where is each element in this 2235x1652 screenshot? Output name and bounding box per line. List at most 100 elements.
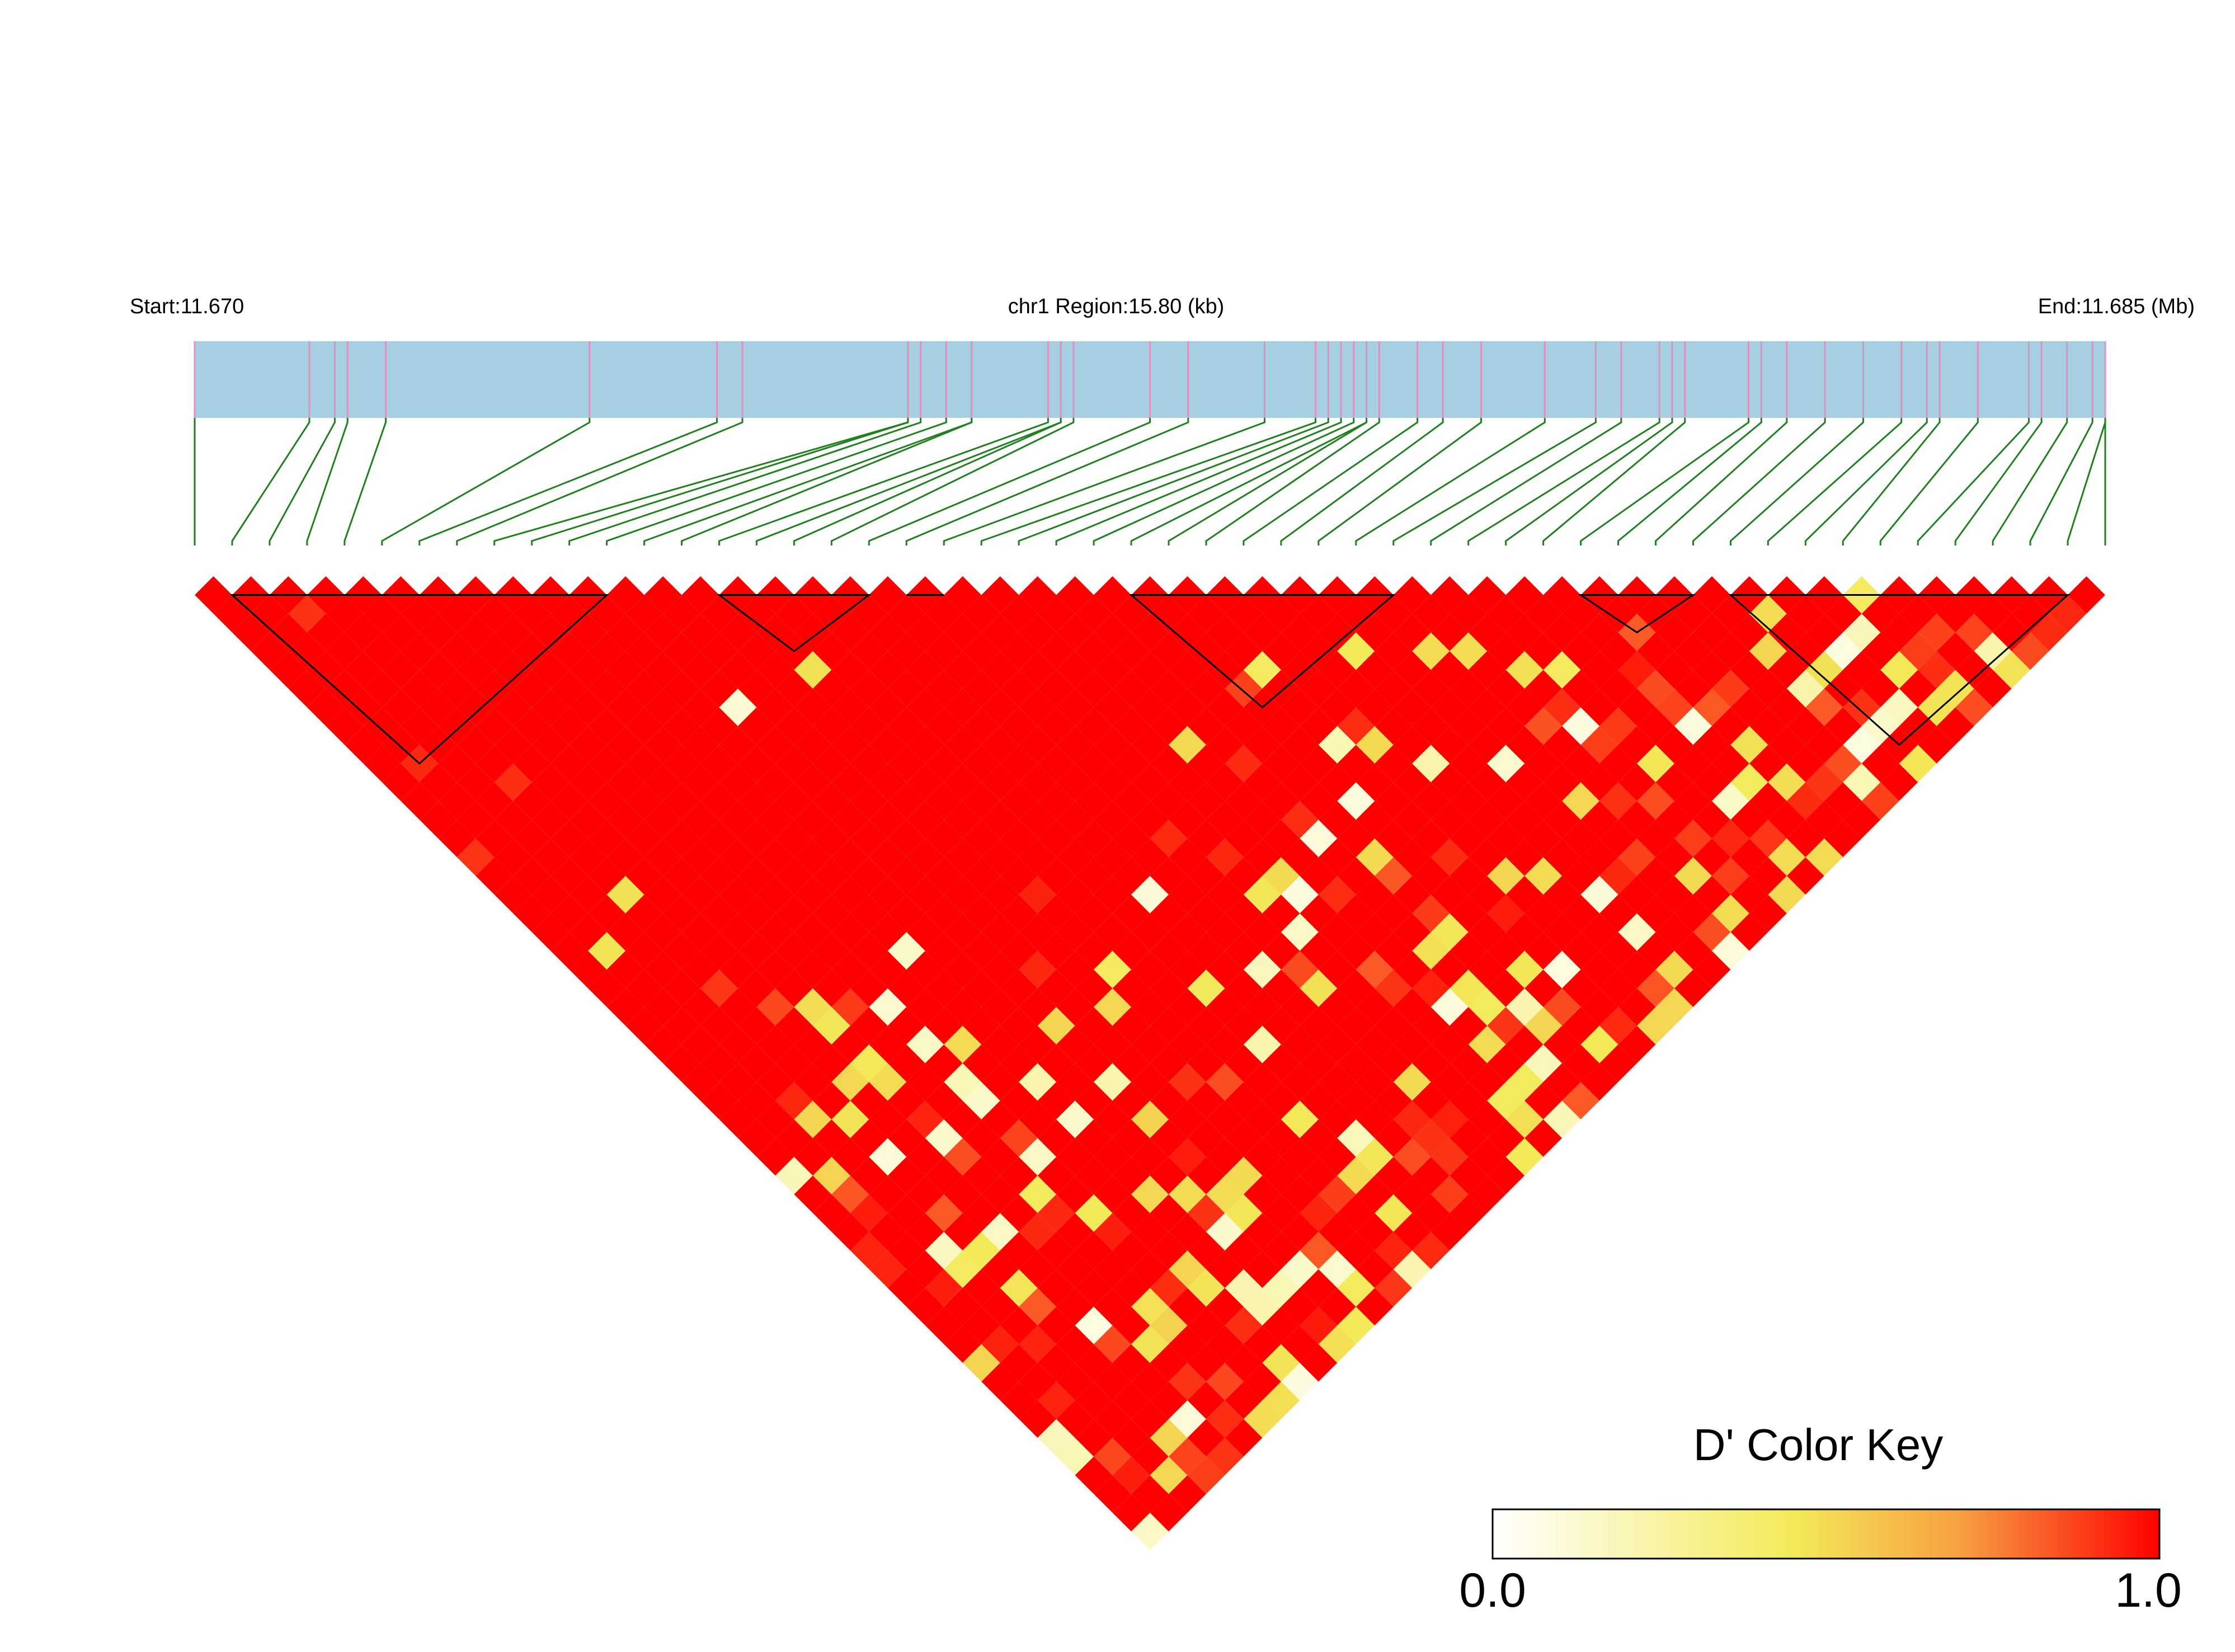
ld-cell <box>1206 876 1244 914</box>
ld-cell <box>1206 613 1244 651</box>
ld-cell <box>1000 707 1038 745</box>
ld-cell <box>531 688 570 726</box>
ld-cell <box>1768 876 1806 914</box>
ld-cell <box>1056 876 1094 914</box>
ld-cell <box>1749 820 1787 858</box>
ld-cell <box>663 1007 700 1045</box>
ld-cell <box>476 595 514 633</box>
ld-cell <box>606 688 644 726</box>
ld-cell <box>812 745 850 783</box>
ld-cell <box>1711 857 1749 895</box>
ld-cell <box>906 1175 944 1213</box>
ld-cell <box>1056 838 1094 876</box>
snp-connector <box>830 418 1075 545</box>
ld-cell <box>1786 857 1824 895</box>
ld-cell <box>2011 632 2049 670</box>
ld-cell <box>550 895 589 933</box>
ld-cell <box>962 595 1000 633</box>
ld-cell <box>756 876 794 914</box>
ld-cell <box>1075 1344 1113 1382</box>
ld-cell <box>887 1119 925 1157</box>
ld-cell <box>812 820 850 858</box>
ld-cell <box>925 595 963 633</box>
ld-cell <box>1505 688 1544 726</box>
ld-cell <box>1281 913 1319 951</box>
ld-cell <box>1262 1119 1300 1157</box>
ld-cell <box>606 576 644 614</box>
ld-cell <box>1150 1456 1188 1494</box>
ld-cell <box>1505 651 1544 689</box>
ld-cell <box>438 707 476 745</box>
ld-cell <box>438 632 476 670</box>
ld-cell <box>1375 1119 1413 1157</box>
ld-cell <box>1300 1119 1338 1157</box>
ld-cell <box>1112 595 1150 633</box>
ld-cell <box>1505 763 1544 801</box>
ld-cell <box>1450 969 1488 1008</box>
ld-cell <box>569 801 607 839</box>
ld-cell <box>1206 801 1244 839</box>
ld-cell <box>1356 913 1394 951</box>
snp-connector <box>1580 418 1750 545</box>
ld-cell <box>419 613 457 651</box>
ld-cell <box>1150 670 1188 708</box>
ld-cell <box>1112 1119 1150 1157</box>
ld-cell <box>869 876 907 914</box>
ld-cell <box>382 726 420 764</box>
ld-cell <box>981 1363 1019 1401</box>
ld-cell <box>962 1231 1000 1269</box>
ld-cell <box>1412 1007 1450 1045</box>
ld-cell <box>1112 1381 1150 1419</box>
ld-cell <box>1450 632 1488 670</box>
ld-cell <box>962 632 1000 670</box>
ld-cell <box>1019 1363 1057 1401</box>
ld-cell <box>1393 726 1431 764</box>
ld-cell <box>1412 857 1450 895</box>
ld-cell <box>531 913 570 951</box>
haplotype-block-outline <box>1728 594 2070 746</box>
ld-cell <box>1450 1044 1488 1082</box>
ld-cell <box>438 745 476 783</box>
snp-connector <box>1168 418 1368 545</box>
ld-cell <box>1337 632 1375 670</box>
snp-connector <box>1280 418 1444 545</box>
ld-cell <box>1562 595 1600 633</box>
ld-cell <box>756 1100 794 1138</box>
ld-cell <box>906 1250 944 1288</box>
ld-cell <box>457 726 495 764</box>
ld-cell <box>1450 1156 1488 1194</box>
ld-cell <box>606 876 644 914</box>
ld-cell <box>1768 763 1806 801</box>
ld-cell <box>1768 613 1806 651</box>
ld-cell <box>1993 651 2031 689</box>
ld-cell <box>513 707 551 745</box>
ld-cell <box>1019 838 1057 876</box>
snp-connector <box>1355 418 1546 545</box>
ld-cell <box>887 1007 925 1045</box>
snp-connector <box>943 418 1265 545</box>
ld-cell <box>756 726 794 764</box>
ld-cell <box>1206 1175 1244 1213</box>
ld-cell <box>288 595 326 633</box>
ld-cell <box>531 613 570 651</box>
ld-cell <box>812 670 850 708</box>
ld-cell <box>981 1025 1019 1063</box>
ld-cell <box>1225 1007 1263 1045</box>
ld-cell <box>1206 1288 1244 1326</box>
ld-cell <box>1693 726 1731 764</box>
ld-cell <box>925 1156 963 1194</box>
ld-cell <box>269 613 307 651</box>
ld-cell <box>1393 576 1431 614</box>
ld-cell <box>1805 688 1843 726</box>
ld-cell <box>944 1063 982 1101</box>
ld-cell <box>1056 950 1094 989</box>
ld-cell <box>1450 1081 1488 1119</box>
ld-cell <box>1599 1007 1637 1045</box>
snp-connector <box>1055 418 1342 545</box>
ld-cell <box>606 763 644 801</box>
ld-cell <box>1843 763 1881 801</box>
snp-connector <box>1879 418 1979 545</box>
ld-cell <box>850 1119 888 1157</box>
ld-cell <box>476 670 514 708</box>
ld-cell <box>606 950 644 989</box>
